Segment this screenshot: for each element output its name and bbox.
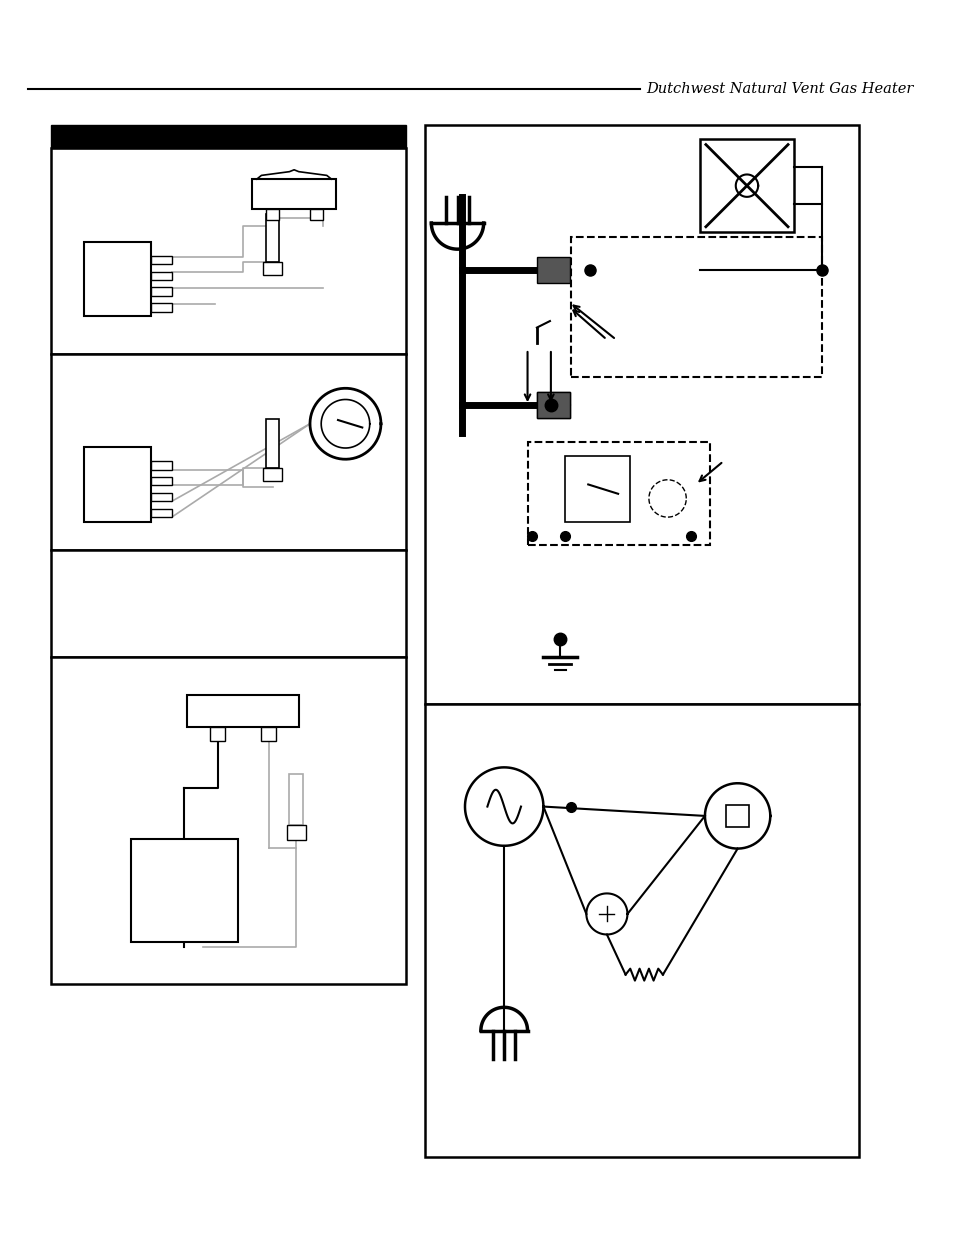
Bar [266,419,279,468]
Bar [263,468,282,480]
Bar [725,805,748,827]
Bar [289,774,303,825]
Bar [152,477,172,485]
Bar [266,214,279,262]
Bar [210,727,225,741]
Bar [187,694,298,727]
Bar [537,391,569,419]
Bar [152,272,172,280]
Bar [51,148,406,353]
Bar [527,442,709,545]
Bar [564,457,630,522]
Bar [51,353,406,550]
Bar [263,262,282,275]
Text: Dutchwest Natural Vent Gas Heater: Dutchwest Natural Vent Gas Heater [645,83,913,96]
Bar [266,209,279,220]
Bar [310,209,323,220]
Bar [152,461,172,469]
Bar [252,179,335,209]
Bar [51,125,406,148]
Bar [152,493,172,501]
Bar [700,140,793,232]
Bar [131,840,238,942]
Bar [152,288,172,296]
Bar [84,242,152,316]
Bar [152,509,172,517]
Bar [152,304,172,311]
Bar [424,704,858,1157]
Bar [84,447,152,522]
Bar [286,825,306,840]
Bar [537,257,569,283]
Bar [537,391,569,419]
Bar [51,550,406,657]
Bar [571,237,821,377]
Bar [424,125,858,704]
Bar [152,256,172,264]
Bar [51,657,406,984]
Bar [261,727,276,741]
